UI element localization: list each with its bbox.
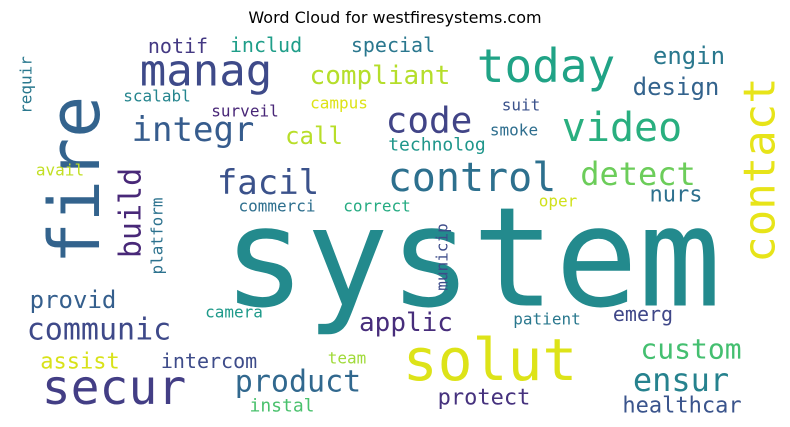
word-patient: patient xyxy=(513,310,580,329)
word-technolog: technolog xyxy=(388,135,486,156)
word-team: team xyxy=(328,349,367,368)
word-assist: assist xyxy=(40,350,119,375)
word-municip: municip xyxy=(433,223,452,290)
word-intercom: intercom xyxy=(161,349,257,373)
word-video: video xyxy=(562,105,682,151)
word-camera: camera xyxy=(205,303,263,322)
word-instal: instal xyxy=(249,396,314,417)
word-platform: platform xyxy=(148,197,167,274)
word-manag: manag xyxy=(140,46,272,97)
word-includ: includ xyxy=(230,33,302,57)
word-engin: engin xyxy=(653,42,725,70)
word-avail: avail xyxy=(36,161,84,180)
word-healthcar: healthcar xyxy=(622,394,741,419)
word-contact: contact xyxy=(735,77,786,262)
word-facil: facil xyxy=(217,163,319,203)
word-solut: solut xyxy=(403,326,578,394)
word-code: code xyxy=(386,101,473,142)
word-commerci: commerci xyxy=(238,197,315,216)
word-scalabl: scalabl xyxy=(123,87,190,106)
word-applic: applic xyxy=(359,308,453,338)
word-product: product xyxy=(235,365,361,400)
word-compliant: compliant xyxy=(310,61,451,91)
word-build: build xyxy=(114,168,149,258)
word-oper: oper xyxy=(539,192,578,211)
word-detect: detect xyxy=(580,155,696,193)
word-call: call xyxy=(285,122,343,150)
word-emerg: emerg xyxy=(613,302,673,326)
word-today: today xyxy=(477,39,615,93)
word-campus: campus xyxy=(310,94,368,113)
word-control: control xyxy=(388,155,557,201)
word-secur: secur xyxy=(42,360,187,416)
word-integr: integr xyxy=(132,110,255,150)
word-custom: custom xyxy=(640,333,741,366)
word-provid: provid xyxy=(30,286,117,314)
word-protect: protect xyxy=(438,386,531,411)
word-smoke: smoke xyxy=(490,121,538,140)
word-notif: notif xyxy=(148,34,208,58)
word-special: special xyxy=(351,33,435,57)
word-communic: communic xyxy=(27,313,172,348)
chart-title: Word Cloud for westfiresystems.com xyxy=(248,8,542,27)
word-requir: requir xyxy=(17,56,36,114)
word-suit: suit xyxy=(502,96,541,115)
word-ensur: ensur xyxy=(633,361,729,399)
word-fire: fire xyxy=(34,96,116,265)
word-design: design xyxy=(633,73,720,101)
word-surveil: surveil xyxy=(211,102,278,121)
word-nurs: nurs xyxy=(650,183,703,208)
word-correct: correct xyxy=(343,197,410,216)
word-system: system xyxy=(223,178,722,339)
